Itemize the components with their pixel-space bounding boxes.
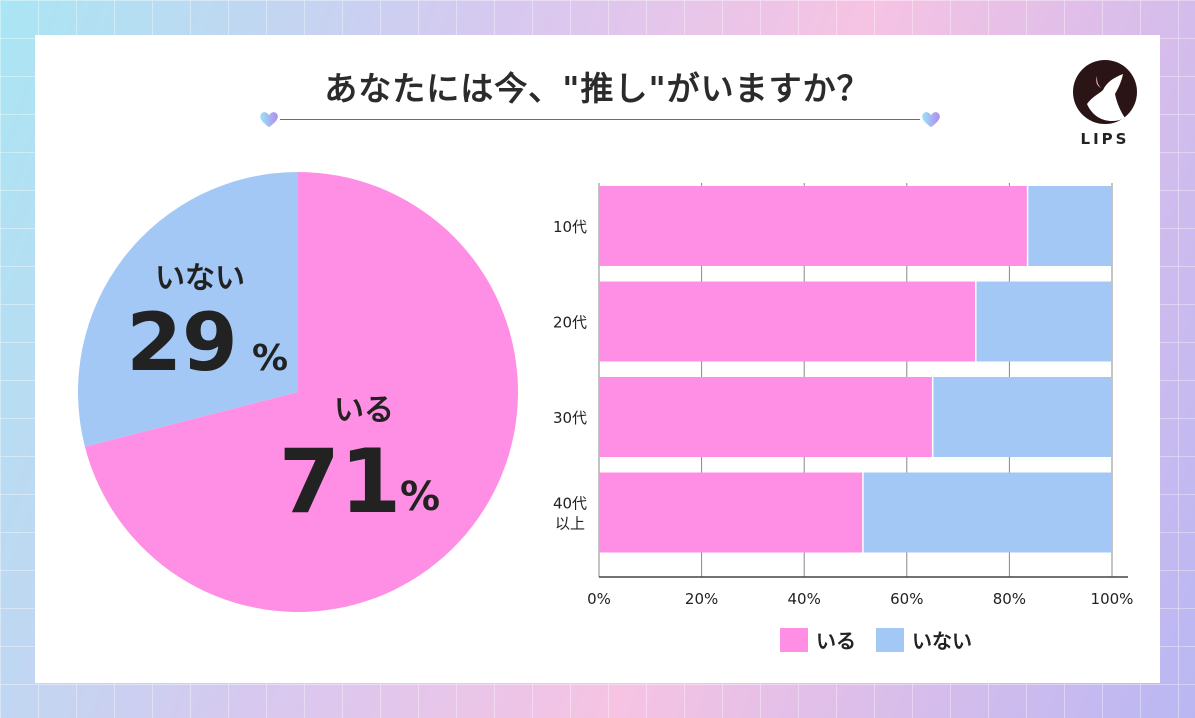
legend-item-no: いない <box>876 625 972 654</box>
lips-logo-icon <box>1073 60 1137 124</box>
bar-no <box>1028 186 1112 266</box>
bar-no <box>976 281 1112 362</box>
y-category-label: 20代 <box>553 314 587 332</box>
x-tick-label: 0% <box>587 590 611 608</box>
legend-label-no: いない <box>912 629 972 653</box>
pie-slice-no <box>77 172 298 447</box>
logo-text: LIPS <box>1080 130 1130 148</box>
y-category-label: 10代 <box>553 218 587 236</box>
pie-unit-yes: % <box>400 474 440 520</box>
bar-no <box>863 472 1112 553</box>
heart-icon <box>922 112 940 128</box>
legend-swatch-yes <box>780 627 808 652</box>
title-divider <box>280 119 920 120</box>
bar-yes <box>599 281 976 362</box>
bar-yes <box>599 472 863 553</box>
x-tick-label: 60% <box>890 590 923 608</box>
y-category-label: 以上 <box>555 515 585 533</box>
x-tick-label: 40% <box>788 590 821 608</box>
legend-item-yes: いる <box>780 625 856 654</box>
pie-chart: いない 29 % いる 71 % <box>77 172 519 612</box>
legend-swatch-no <box>876 627 904 652</box>
pie-value-no: 29 <box>126 296 237 389</box>
pie-slice-yes <box>84 172 519 612</box>
y-category-label: 40代 <box>553 495 587 513</box>
x-tick-label: 20% <box>685 590 718 608</box>
heart-icon <box>260 112 278 128</box>
x-tick-label: 100% <box>1091 590 1134 608</box>
pie-label-yes: いる <box>334 393 394 428</box>
bar-no <box>933 377 1112 457</box>
pie-label-no: いない <box>155 261 245 296</box>
page-title: あなたには今、"推し"がいますか？ <box>324 69 871 108</box>
pie-value-yes: 71 <box>279 430 401 533</box>
pie-unit-no: % <box>252 338 288 379</box>
x-tick-label: 80% <box>993 590 1026 608</box>
bar-yes <box>599 186 1027 266</box>
bar-yes <box>599 377 932 457</box>
legend-label-yes: いる <box>816 629 856 653</box>
y-category-label: 30代 <box>553 409 587 427</box>
